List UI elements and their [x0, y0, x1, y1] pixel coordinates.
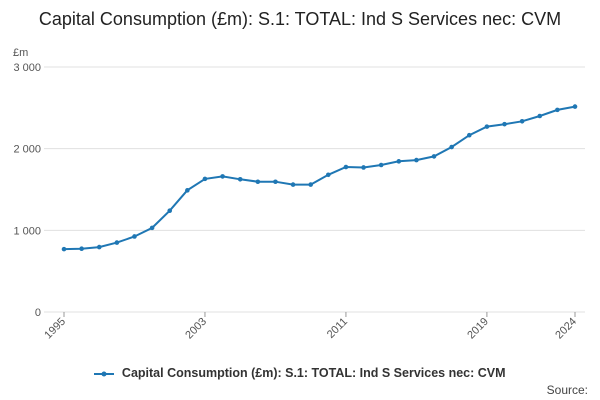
data-point-2007[interactable]	[273, 179, 278, 185]
data-point-2011[interactable]	[343, 164, 349, 170]
data-point-2000[interactable]	[149, 225, 155, 231]
legend[interactable]: Capital Consumption (£m): S.1: TOTAL: In…	[0, 366, 600, 380]
data-point-2014[interactable]	[396, 159, 402, 164]
data-point-2012[interactable]	[361, 165, 366, 170]
data-point-2010[interactable]	[326, 172, 331, 178]
data-point-2005[interactable]	[237, 176, 243, 182]
y-tick-label: 3 000	[13, 62, 41, 74]
data-point-2008[interactable]	[290, 182, 296, 187]
data-point-2001[interactable]	[167, 208, 173, 214]
data-point-2002[interactable]	[185, 188, 190, 193]
data-point-2015[interactable]	[414, 157, 419, 163]
data-point-2016[interactable]	[431, 154, 437, 159]
data-point-1999[interactable]	[132, 234, 137, 239]
source-label: Source:	[546, 383, 588, 397]
y-tick-label: 2 000	[13, 144, 41, 156]
gridlines	[44, 66, 585, 313]
x-tick-label: 2024	[553, 316, 579, 342]
y-axis-unit-label: £m	[13, 47, 29, 59]
data-point-2022[interactable]	[537, 113, 543, 119]
data-point-1997[interactable]	[96, 244, 102, 250]
data-point-1995[interactable]	[61, 246, 67, 252]
data-point-1998[interactable]	[114, 240, 120, 245]
data-point-2024[interactable]	[572, 104, 578, 109]
data-point-2009[interactable]	[308, 182, 313, 187]
data-point-2013[interactable]	[378, 162, 384, 168]
x-tick-label: 2011	[325, 316, 350, 341]
data-point-2006[interactable]	[255, 179, 261, 185]
data-point-2020[interactable]	[502, 121, 507, 127]
x-axis: 1995 2003 2011 2019 2024	[42, 312, 579, 341]
y-tick-label: 1 000	[13, 225, 41, 237]
data-point-1996[interactable]	[79, 246, 84, 252]
data-point-2017[interactable]	[449, 144, 454, 150]
data-point-2021[interactable]	[519, 119, 525, 124]
legend-label: Capital Consumption (£m): S.1: TOTAL: In…	[121, 366, 506, 380]
y-axis-ticks: 0 1 000 2 000 3 000	[13, 62, 41, 319]
data-point-2023[interactable]	[555, 107, 560, 113]
x-tick-label: 2019	[465, 316, 491, 342]
series-lines	[61, 104, 578, 252]
data-point-2018[interactable]	[466, 132, 472, 138]
y-tick-label: 0	[35, 307, 41, 319]
series-line-0	[63, 105, 576, 251]
legend-swatch-icon	[94, 371, 115, 377]
data-point-2019[interactable]	[484, 124, 490, 129]
chart-title: Capital Consumption (£m): S.1: TOTAL: In…	[38, 9, 562, 29]
data-point-2003[interactable]	[202, 176, 208, 182]
data-point-2004[interactable]	[220, 174, 225, 179]
x-tick-label: 2003	[183, 316, 209, 342]
x-tick-label: 1995	[42, 316, 68, 342]
